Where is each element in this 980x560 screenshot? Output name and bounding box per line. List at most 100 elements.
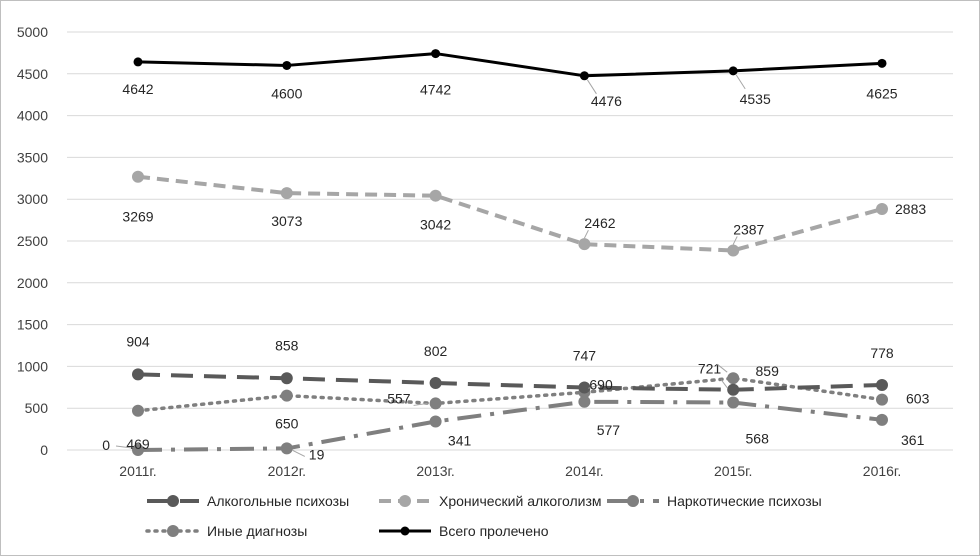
legend: Алкогольные психозы Хронический алкоголиз…	[145, 493, 822, 539]
leader-line	[292, 449, 306, 457]
legend-label: Наркотические психозы	[667, 493, 822, 509]
series-1-point	[429, 189, 442, 202]
series-3-data-label: 690	[589, 376, 613, 392]
series-0-data-label: 721	[698, 361, 722, 377]
leader-line	[586, 79, 597, 95]
y-tick-label: 0	[40, 442, 48, 458]
leader-line	[732, 236, 738, 245]
series-4-point	[282, 60, 292, 70]
series-0-line	[137, 372, 883, 392]
series-3-point	[429, 397, 442, 410]
series-1-data-label: 3042	[420, 217, 451, 233]
series-3-point	[727, 372, 740, 385]
series-0-point	[280, 372, 293, 385]
series-4-point	[877, 58, 887, 68]
legend-swatch-marker	[399, 495, 411, 507]
data-labels: 904 858 802 747 721 778 3269 3073 3042 2462 2387 28…	[102, 74, 930, 462]
series-2-point	[132, 444, 144, 456]
series-2-point	[280, 442, 293, 455]
series-3-data-label: 603	[906, 391, 930, 407]
series-0-data-label: 778	[870, 345, 894, 361]
y-tick-label: 1000	[17, 358, 48, 374]
series-0-point	[132, 368, 144, 381]
series-3-data-label: 469	[126, 436, 150, 452]
legend-label: Хронический алкоголизм	[439, 493, 602, 509]
leader-line	[413, 402, 428, 406]
series-1-point	[876, 202, 888, 215]
series-1-data-label: 2883	[895, 201, 926, 217]
legend-swatch-marker	[167, 495, 179, 507]
leader-line	[588, 383, 601, 389]
y-tick-label: 2500	[17, 233, 48, 249]
gridlines	[67, 31, 953, 451]
leader-line	[115, 445, 133, 449]
leader-line	[583, 229, 589, 239]
series-3-line	[136, 376, 884, 413]
leader-line	[720, 379, 728, 389]
series-4-data-label: 4642	[122, 81, 153, 97]
series-2-point	[429, 415, 442, 428]
series-1-data-label: 2387	[733, 221, 764, 237]
series-4-point	[133, 57, 143, 67]
series-0-data-label: 904	[126, 333, 150, 349]
legend-swatch-marker	[400, 526, 410, 536]
legend-label: Алкогольные психозы	[207, 493, 349, 509]
y-tick-label: 3500	[17, 149, 48, 165]
series-3-data-label: 650	[275, 416, 299, 432]
legend-label: Иные диагнозы	[207, 523, 307, 539]
y-tick-label: 4500	[17, 66, 48, 82]
series-3-point	[876, 393, 888, 406]
series-3-data-label: 557	[387, 390, 411, 406]
series-2-point	[876, 413, 888, 426]
series-2-data-label: 577	[597, 422, 621, 438]
series-4-point	[579, 71, 589, 81]
series-0-data-label: 747	[573, 348, 597, 364]
x-tick-label: 2015г.	[714, 463, 752, 479]
y-tick-label: 2000	[17, 275, 48, 291]
series-2-data-label: 0	[102, 437, 110, 453]
series-0-data-label: 858	[275, 337, 299, 353]
series-4-data-label: 4742	[420, 82, 451, 98]
x-tick-label: 2014г.	[565, 463, 603, 479]
x-tick-label: 2011г.	[119, 463, 156, 479]
series-4-point	[431, 49, 441, 59]
legend-swatch-marker	[627, 495, 639, 507]
x-tick-label: 2012г.	[268, 463, 306, 479]
series-1-data-label: 3269	[122, 209, 153, 225]
series-3-point	[132, 404, 144, 417]
series-4-data-label: 4600	[271, 85, 302, 101]
y-tick-label: 4000	[17, 108, 48, 124]
series-2-data-label: 19	[309, 446, 325, 462]
series-4-line	[137, 52, 883, 78]
series-0-point	[578, 381, 591, 394]
series-1-data-label: 2462	[584, 215, 615, 231]
series-4-data-label: 4625	[866, 85, 897, 101]
series-2-line	[137, 399, 883, 452]
series-4-data-label: 4476	[591, 93, 622, 109]
series-1-point	[727, 244, 740, 257]
series-0-point	[876, 378, 888, 391]
y-tick-label: 5000	[17, 24, 48, 40]
series-0-point	[429, 376, 442, 389]
y-axis-ticks: 0 500 1000 1500 2000 2500 3000 3500 4000 4500 5000	[17, 24, 48, 458]
series-2-point	[727, 396, 740, 409]
x-tick-label: 2013г.	[416, 463, 454, 479]
series-2-data-label: 568	[746, 431, 770, 447]
series-1-data-label: 3073	[271, 213, 302, 229]
series-4-point	[728, 66, 738, 76]
series-2-point	[578, 395, 591, 408]
legend-swatch-marker	[167, 525, 179, 537]
series-1-point	[132, 170, 144, 183]
y-tick-label: 500	[25, 400, 49, 416]
series-0-point	[727, 383, 740, 396]
series-lines	[132, 49, 888, 456]
y-tick-label: 1500	[17, 317, 48, 333]
series-1-line	[137, 174, 883, 253]
series-3-point	[280, 389, 293, 402]
series-4-data-label: 4535	[740, 91, 771, 107]
series-1-point	[578, 238, 591, 251]
x-axis-ticks: 2011г. 2012г. 2013г. 2014г. 2015г. 2016г.	[119, 463, 901, 479]
series-0-data-label: 802	[424, 343, 448, 359]
